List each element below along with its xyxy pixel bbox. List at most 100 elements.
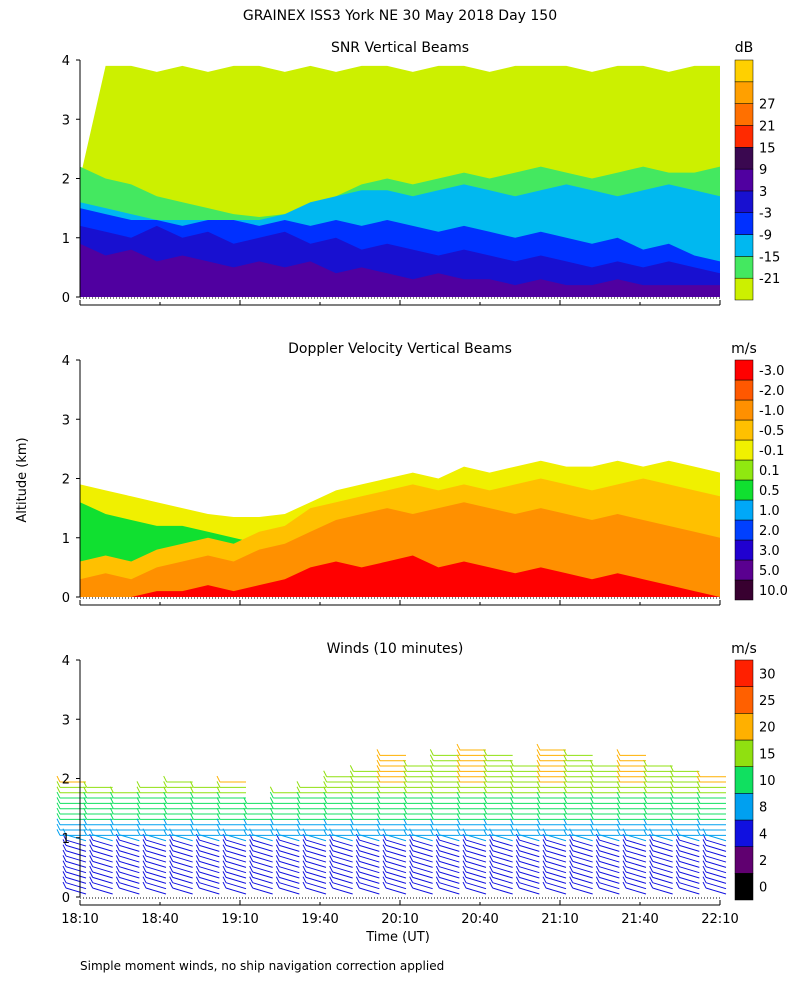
doppler-panel: Doppler Velocity Vertical Beams m/s Alti…	[15, 341, 788, 606]
wind-barb-flag	[56, 823, 61, 831]
colorbar-segment	[734, 479, 754, 501]
wind-barb-flag	[649, 839, 654, 846]
wind-barb	[385, 871, 407, 879]
wind-barb-flag	[536, 775, 541, 783]
wind-barb	[92, 839, 113, 847]
wind-barb-flag	[456, 813, 461, 820]
wind-barb	[92, 876, 113, 884]
wind-barb-flag	[195, 849, 200, 857]
wind-barb	[225, 882, 247, 890]
wind-barb	[279, 876, 300, 884]
wind-barb-flag	[456, 818, 461, 825]
wind-barb	[572, 855, 593, 863]
wind-barb	[359, 860, 380, 868]
wind-barb-flag	[83, 802, 88, 809]
wind-barb	[572, 876, 593, 884]
wind-barb	[439, 882, 460, 890]
wind-barb-flag	[249, 865, 254, 873]
wind-barb-flag	[542, 849, 547, 857]
wind-barb-flag	[243, 818, 248, 825]
wind-barb	[172, 839, 193, 847]
wind-barb-flag	[509, 818, 514, 825]
wind-barb-flag	[643, 807, 648, 815]
wind-barb	[199, 844, 220, 852]
wind-barb	[92, 844, 113, 852]
wind-barb-flag	[435, 876, 440, 883]
wind-barb-flag	[136, 823, 141, 831]
wind-barb-flag	[302, 839, 307, 846]
colorbar-label: -15	[759, 250, 780, 265]
wind-barb	[599, 839, 620, 847]
wind-barb-flag	[483, 765, 488, 772]
wind-barb-flag	[323, 791, 328, 799]
colorbar-label: 2.0	[759, 524, 780, 539]
wind-barb-flag	[56, 781, 61, 788]
wind-barb-flag	[323, 786, 328, 793]
wind-barb-flag	[189, 802, 194, 809]
wind-barb-flag	[115, 881, 120, 889]
wind-barb-flag	[216, 775, 221, 783]
wind-barb-flag	[569, 876, 574, 883]
wind-barb	[599, 860, 620, 868]
y-tick-label: 1	[62, 832, 70, 847]
wind-barb	[305, 860, 327, 868]
wind-barb	[625, 844, 647, 852]
wind-barb-flag	[589, 797, 594, 804]
wind-barb	[172, 850, 193, 858]
colorbar-segment	[734, 659, 754, 687]
wind-barb-flag	[622, 844, 627, 851]
wind-barb-flag	[382, 839, 387, 846]
wind-barb-flag	[109, 786, 114, 793]
snr-panel: SNR Vertical Beams dB 0 1 2 3 4 -21 -15 -9 -3 3 9 1…	[62, 40, 781, 306]
wind-barb-flag	[643, 818, 648, 825]
wind-barb	[199, 876, 220, 884]
wind-barb	[492, 882, 513, 890]
wind-barb-flag	[222, 849, 227, 857]
wind-barb-flag	[349, 823, 354, 831]
wind-barb	[625, 887, 647, 895]
wind-barb	[199, 887, 220, 895]
wind-barb-flag	[329, 844, 334, 851]
wind-barb	[412, 860, 433, 868]
wind-profile	[509, 759, 540, 895]
wind-barb-flag	[429, 829, 434, 836]
wind-barb-flag	[462, 860, 467, 867]
wind-barb-flag	[429, 786, 434, 793]
wind-barb-flag	[542, 865, 547, 873]
wind-barb	[65, 871, 87, 879]
wind-barb	[465, 882, 487, 890]
wind-barb-flag	[456, 802, 461, 809]
wind-profile	[403, 759, 433, 895]
wind-barb	[679, 866, 700, 874]
wind-barb-flag	[536, 813, 541, 820]
wind-barb	[412, 887, 433, 895]
wind-barb	[545, 882, 567, 890]
wind-barb-flag	[643, 759, 648, 767]
wind-barb	[625, 860, 647, 868]
wind-barb	[652, 871, 673, 879]
wind-barb-flag	[643, 791, 648, 799]
wind-barb-flag	[669, 781, 674, 788]
wind-barb	[359, 850, 380, 858]
wind-barb	[145, 860, 167, 868]
wind-barb-flag	[429, 775, 434, 783]
wind-barb-flag	[409, 871, 414, 878]
wind-barb	[705, 850, 727, 858]
y-tick-label: 4	[62, 354, 70, 369]
wind-barb-flag	[142, 855, 147, 862]
wind-barb	[385, 887, 407, 895]
wind-barb-flag	[669, 807, 674, 815]
wind-barb-flag	[349, 813, 354, 820]
wind-barb-flag	[409, 876, 414, 883]
wind-barb	[599, 850, 620, 858]
wind-barb-flag	[429, 791, 434, 799]
wind-barb	[119, 844, 140, 852]
wind-barb	[225, 839, 247, 847]
wind-barb	[545, 850, 567, 858]
wind-barb-flag	[269, 829, 274, 836]
wind-barb-flag	[669, 791, 674, 799]
wind-barb-flag	[56, 797, 61, 804]
wind-barb-flag	[109, 807, 114, 815]
wind-barb-flag	[323, 829, 328, 836]
wind-barb-flag	[696, 823, 701, 831]
